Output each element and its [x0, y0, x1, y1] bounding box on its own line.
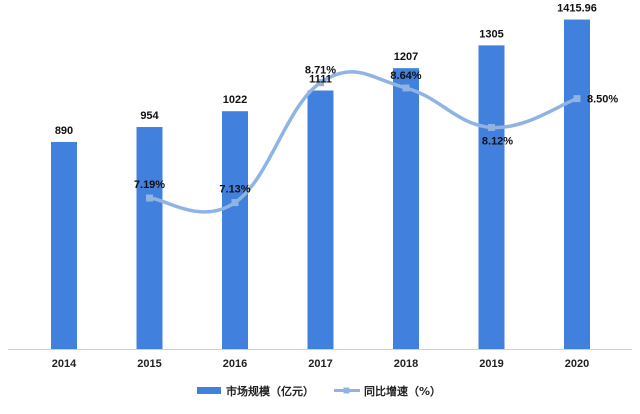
bar-2020: [564, 19, 590, 349]
data-labels: 890 954 1022 1111 1207 1305 1415.96 7.19% 7.13% 8…: [55, 3, 619, 196]
growth-label-2020: 8.50%: [587, 94, 618, 106]
x-tick-2015: 2015: [137, 358, 161, 370]
bar-label-2018: 1207: [394, 51, 418, 63]
bar-2018: [393, 68, 419, 350]
bar-label-2014: 890: [55, 125, 73, 137]
x-tick-2020: 2020: [565, 358, 589, 370]
x-tick-2019: 2019: [479, 358, 503, 370]
bar-2019: [478, 45, 505, 350]
growth-marker-2017: [317, 79, 324, 87]
growth-marker-2019: [488, 123, 495, 131]
bar-label-2020: 1415.96: [557, 3, 597, 15]
growth-marker-2020: [573, 95, 581, 103]
growth-marker-2015: [146, 194, 153, 202]
bar-2017: [307, 90, 334, 350]
legend-line-label: 同比增速（%）: [364, 384, 441, 398]
bar-label-2019: 1305: [479, 28, 503, 40]
growth-label-2016: 7.13%: [219, 184, 250, 196]
bar-2014: [51, 141, 77, 349]
growth-marker-2016: [231, 199, 239, 207]
bar-2016: [222, 111, 248, 350]
x-tick-2017: 2017: [308, 358, 332, 370]
bar-label-2015: 954: [140, 110, 159, 122]
legend-bar-label: 市场规模（亿元）: [226, 384, 314, 398]
x-tick-2014: 2014: [52, 358, 77, 370]
bar-label-2016: 1022: [223, 94, 247, 106]
growth-label-2017: 8.71%: [305, 65, 336, 77]
bar-label-2017: 1111: [309, 74, 332, 86]
bars: [51, 19, 590, 350]
legend-line-marker: [343, 387, 350, 394]
x-tick-2016: 2016: [223, 358, 247, 370]
x-tick-labels: 2014 2015 2016 2017 2018 2019 2020: [52, 358, 589, 370]
growth-label-2019: 8.12%: [482, 135, 513, 147]
growth-label-2018: 8.64%: [390, 70, 421, 82]
bar-2015: [136, 127, 163, 349]
legend: 市场规模（亿元） 同比增速（%）: [197, 384, 441, 398]
growth-label-2015: 7.19%: [134, 179, 165, 191]
x-tick-2018: 2018: [394, 358, 418, 370]
growth-line-layer: [146, 70, 581, 214]
growth-marker-2018: [402, 84, 410, 92]
legend-bar-swatch: [197, 387, 221, 394]
